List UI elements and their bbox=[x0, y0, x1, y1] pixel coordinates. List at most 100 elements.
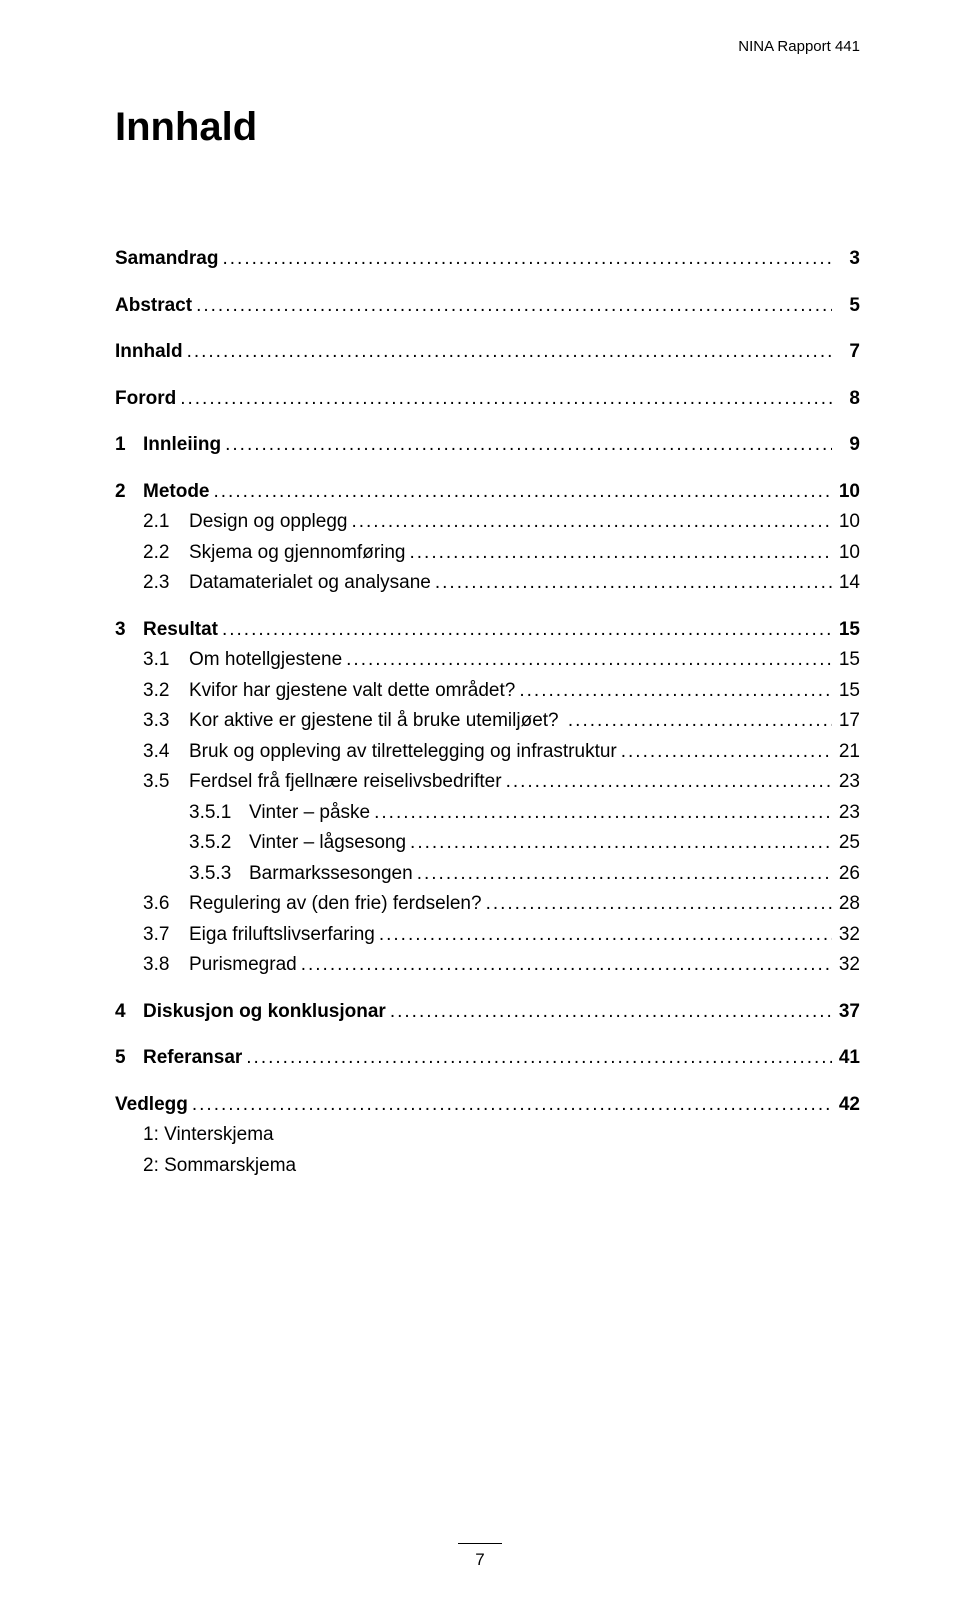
toc-entry-label: Samandrag bbox=[115, 245, 218, 274]
page-title: Innhald bbox=[115, 105, 860, 150]
toc-entry: 3.7Eiga friluftslivserfaring............… bbox=[115, 921, 860, 950]
toc-entry-label: Om hotellgjestene bbox=[189, 646, 342, 675]
toc-leader-dots: ........................................… bbox=[564, 707, 832, 736]
toc-leader-dots: ........................................… bbox=[515, 677, 832, 706]
toc-entry-number: 3.5.1 bbox=[189, 799, 249, 828]
toc-entry: Abstract................................… bbox=[115, 292, 860, 321]
toc-entry-page: 15 bbox=[832, 646, 860, 675]
toc-entry: 3.5.3Barmarkssesongen...................… bbox=[115, 860, 860, 889]
toc-entry-label: Bruk og oppleving av tilrettelegging og … bbox=[189, 738, 617, 767]
toc-entry-page: 41 bbox=[832, 1044, 860, 1073]
page-footer: 7 bbox=[0, 1543, 960, 1570]
toc-entry-page: 23 bbox=[832, 799, 860, 828]
toc-entry-label: Purismegrad bbox=[189, 951, 297, 980]
toc-entry-number: 3.6 bbox=[143, 890, 189, 919]
toc-entry-label: Innhald bbox=[115, 338, 183, 367]
toc-entry-number: 3.5 bbox=[143, 768, 189, 797]
toc-entry: 4Diskusjon og konklusjonar..............… bbox=[115, 998, 860, 1027]
toc-entry-number: 1 bbox=[115, 431, 143, 460]
toc-entry-page: 8 bbox=[832, 385, 860, 414]
toc-entry: 3.4Bruk og oppleving av tilrettelegging … bbox=[115, 738, 860, 767]
toc-entry-label: Barmarkssesongen bbox=[249, 860, 413, 889]
toc-entry-page: 21 bbox=[832, 738, 860, 767]
toc-entry: 3.6Regulering av (den frie) ferdselen?..… bbox=[115, 890, 860, 919]
toc-entry-label: Vinter – lågsesong bbox=[249, 829, 406, 858]
toc-entry-label: Datamaterialet og analysane bbox=[189, 569, 431, 598]
toc-entry-number: 3.2 bbox=[143, 677, 189, 706]
toc-leader-dots: ........................................… bbox=[370, 799, 832, 828]
toc-entry-page: 3 bbox=[832, 245, 860, 274]
footer-divider bbox=[458, 1543, 502, 1544]
toc-entry-label: Abstract bbox=[115, 292, 192, 321]
toc-entry-label: Skjema og gjennomføring bbox=[189, 539, 406, 568]
toc-entry-page: 7 bbox=[832, 338, 860, 367]
toc-entry-number: 3 bbox=[115, 616, 143, 645]
toc-entry-page: 14 bbox=[832, 569, 860, 598]
toc-entry: 3.5.2Vinter – lågsesong.................… bbox=[115, 829, 860, 858]
toc-leader-dots: ........................................… bbox=[482, 890, 832, 919]
toc-entry: 3.5.1Vinter – påske.....................… bbox=[115, 799, 860, 828]
toc-entry-page: 37 bbox=[832, 998, 860, 1027]
toc-entry-number: 4 bbox=[115, 998, 143, 1027]
toc-entry: 2Metode.................................… bbox=[115, 478, 860, 507]
toc-leader-dots: ........................................… bbox=[297, 951, 832, 980]
toc-entry-number: 2.2 bbox=[143, 539, 189, 568]
toc-entry-page: 42 bbox=[832, 1091, 860, 1120]
toc-entry-page: 5 bbox=[832, 292, 860, 321]
toc-leader-dots: ........................................… bbox=[413, 860, 832, 889]
toc-entry-label: Innleiing bbox=[143, 431, 221, 460]
toc-entry-label: Eiga friluftslivserfaring bbox=[189, 921, 375, 950]
toc-entry-label: Resultat bbox=[143, 616, 218, 645]
toc-entry-number: 3.7 bbox=[143, 921, 189, 950]
toc-entry: 3.2Kvifor har gjestene valt dette område… bbox=[115, 677, 860, 706]
toc-entry-number: 3.1 bbox=[143, 646, 189, 675]
toc-leader-dots: ........................................… bbox=[375, 921, 832, 950]
toc-leader-dots: ........................................… bbox=[210, 478, 833, 507]
toc-leader-dots: ........................................… bbox=[347, 508, 832, 537]
toc-entry-number: 2.1 bbox=[143, 508, 189, 537]
toc-entry-label: Regulering av (den frie) ferdselen? bbox=[189, 890, 482, 919]
toc-entry: Innhald.................................… bbox=[115, 338, 860, 367]
toc-leader-dots: ........................................… bbox=[192, 292, 832, 321]
toc-leader-dots: ........................................… bbox=[242, 1044, 832, 1073]
toc-entry-label: Kor aktive er gjestene til å bruke utemi… bbox=[189, 707, 564, 736]
toc-leader-dots: ........................................… bbox=[183, 338, 832, 367]
toc-entry-label: 1: Vinterskjema bbox=[143, 1121, 274, 1150]
toc-entry-page: 15 bbox=[832, 677, 860, 706]
toc-entry: 2: Sommarskjema bbox=[115, 1152, 860, 1181]
toc-leader-dots: ........................................… bbox=[342, 646, 832, 675]
page-number: 7 bbox=[475, 1550, 484, 1569]
toc-entry-page: 9 bbox=[832, 431, 860, 460]
toc-leader-dots: ........................................… bbox=[221, 431, 832, 460]
toc-entry-page: 17 bbox=[832, 707, 860, 736]
toc-entry-label: Vinter – påske bbox=[249, 799, 370, 828]
toc-leader-dots: ........................................… bbox=[218, 245, 832, 274]
toc-entry-page: 23 bbox=[832, 768, 860, 797]
toc-entry-number: 2 bbox=[115, 478, 143, 507]
header-report-id: NINA Rapport 441 bbox=[738, 38, 860, 55]
toc-entry-number: 3.3 bbox=[143, 707, 189, 736]
toc-entry-number: 3.5.3 bbox=[189, 860, 249, 889]
toc-entry-page: 10 bbox=[832, 508, 860, 537]
toc-leader-dots: ........................................… bbox=[386, 998, 832, 1027]
toc-entry: 2.3Datamaterialet og analysane..........… bbox=[115, 569, 860, 598]
toc-leader-dots: ........................................… bbox=[406, 829, 832, 858]
toc-entry: Vedlegg.................................… bbox=[115, 1091, 860, 1120]
toc-entry-number: 2.3 bbox=[143, 569, 189, 598]
toc-entry-page: 15 bbox=[832, 616, 860, 645]
toc-entry-label: 2: Sommarskjema bbox=[143, 1152, 296, 1181]
toc-entry-number: 5 bbox=[115, 1044, 143, 1073]
toc-entry-label: Referansar bbox=[143, 1044, 242, 1073]
toc-entry: Samandrag...............................… bbox=[115, 245, 860, 274]
toc-entry: 2.2Skjema og gjennomføring..............… bbox=[115, 539, 860, 568]
toc-entry-label: Design og opplegg bbox=[189, 508, 347, 537]
toc-entry: 3.3Kor aktive er gjestene til å bruke ut… bbox=[115, 707, 860, 736]
toc-entry: 5Referansar.............................… bbox=[115, 1044, 860, 1073]
toc-leader-dots: ........................................… bbox=[617, 738, 832, 767]
toc-entry-page: 10 bbox=[832, 539, 860, 568]
toc-entry-label: Kvifor har gjestene valt dette området? bbox=[189, 677, 515, 706]
toc-entry-page: 28 bbox=[832, 890, 860, 919]
toc-entry-label: Vedlegg bbox=[115, 1091, 188, 1120]
toc-leader-dots: ........................................… bbox=[218, 616, 832, 645]
toc-entry: 3.5Ferdsel frå fjellnære reiselivsbedrif… bbox=[115, 768, 860, 797]
